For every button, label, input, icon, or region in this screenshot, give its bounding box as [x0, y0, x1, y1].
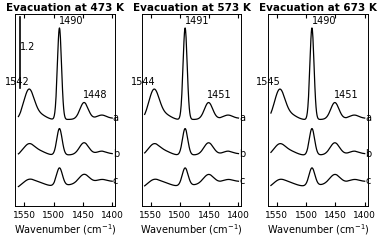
X-axis label: Wavenumber (cm$^{-1}$): Wavenumber (cm$^{-1}$) — [140, 222, 243, 237]
Title: Evacuation at 573 K: Evacuation at 573 K — [133, 3, 250, 13]
Text: a: a — [365, 113, 371, 123]
Title: Evacuation at 473 K: Evacuation at 473 K — [6, 3, 124, 13]
Text: 1490: 1490 — [312, 16, 336, 26]
Text: b: b — [239, 149, 245, 159]
Text: 1544: 1544 — [131, 77, 155, 87]
Text: 1451: 1451 — [334, 90, 358, 100]
Text: 1545: 1545 — [256, 77, 281, 87]
Text: c: c — [365, 176, 370, 186]
Text: 1491: 1491 — [185, 16, 210, 26]
Text: b: b — [113, 149, 119, 159]
Text: a: a — [239, 113, 245, 123]
Text: a: a — [113, 113, 119, 123]
X-axis label: Wavenumber (cm$^{-1}$): Wavenumber (cm$^{-1}$) — [14, 222, 117, 237]
X-axis label: Wavenumber (cm$^{-1}$): Wavenumber (cm$^{-1}$) — [266, 222, 369, 237]
Text: 1.2: 1.2 — [20, 42, 35, 52]
Text: b: b — [365, 149, 372, 159]
Text: 1448: 1448 — [83, 90, 108, 100]
Text: c: c — [239, 176, 244, 186]
Text: c: c — [113, 176, 118, 186]
Text: 1451: 1451 — [207, 90, 232, 100]
Text: 1490: 1490 — [59, 16, 84, 26]
Text: 1542: 1542 — [5, 77, 30, 87]
Title: Evacuation at 673 K: Evacuation at 673 K — [259, 3, 377, 13]
